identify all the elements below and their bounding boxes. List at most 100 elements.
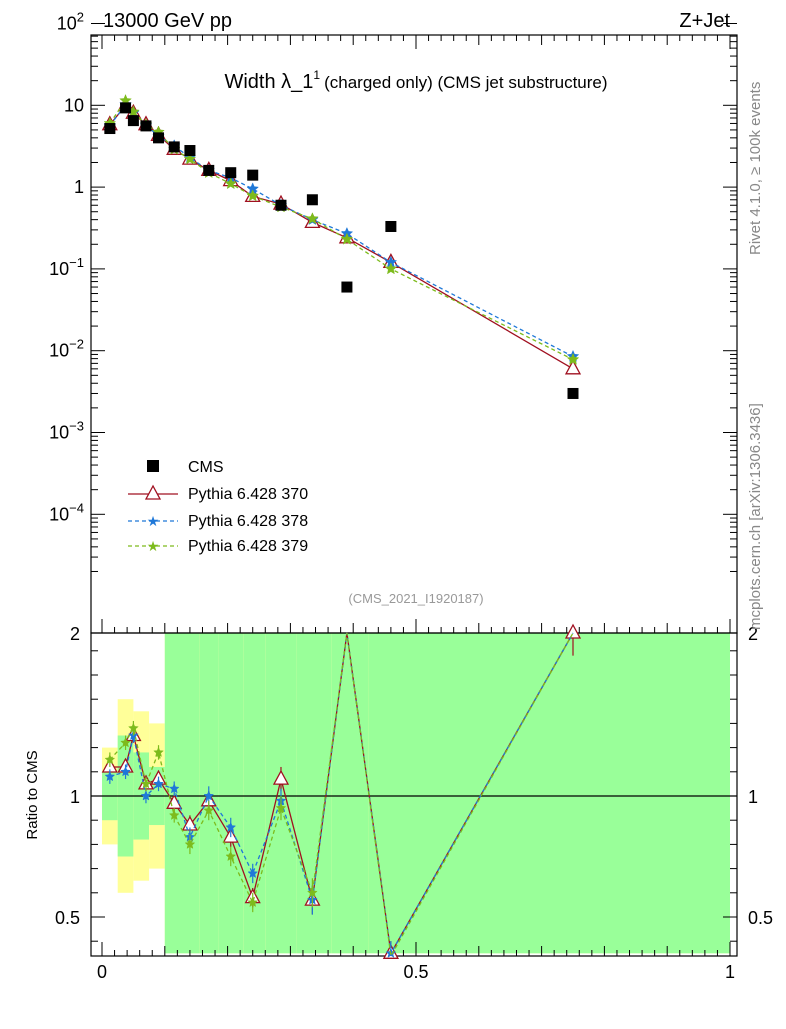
marker-p379 xyxy=(183,152,197,165)
legend-marker-378: ★ xyxy=(147,513,160,529)
ratio-marker-p379 xyxy=(140,778,152,789)
band-inner-bin xyxy=(416,633,730,954)
cms-data-point xyxy=(140,120,152,132)
ratio-marker-p378 xyxy=(153,778,164,789)
legend-marker-cms xyxy=(147,460,159,472)
ratio-marker-p378 xyxy=(120,766,131,777)
tick-exponent: −3 xyxy=(69,419,84,434)
ratio-marker-p378 xyxy=(203,790,215,801)
marker-p379 xyxy=(566,352,580,365)
band-inner-bin xyxy=(243,633,266,954)
ratio-y-tick-label: 1 xyxy=(70,787,80,807)
cms-data-point xyxy=(168,141,180,153)
main-y-tick-label: 1 xyxy=(74,177,84,197)
cms-data-point xyxy=(184,145,196,157)
tick-exponent: −4 xyxy=(69,500,84,515)
main-y-tick-label: 10−3 xyxy=(49,419,84,443)
plot-title: Width λ_11 (charged only) (CMS jet substr… xyxy=(224,68,607,93)
main-y-tick-label: 10−4 xyxy=(49,500,84,524)
ratio-y-tick-label: 0.5 xyxy=(55,908,80,928)
tick-base: 10 xyxy=(57,14,77,34)
band-inner-bin xyxy=(368,633,416,954)
tick-exponent: −2 xyxy=(69,337,84,352)
rivet-label: Rivet 4.1.0, ≥ 100k events xyxy=(747,82,764,255)
cms-data-point xyxy=(104,123,116,135)
main-y-tick-label: 10 xyxy=(64,95,84,115)
title-main: Width λ_1 xyxy=(224,71,313,93)
tick-exponent: −1 xyxy=(69,255,84,270)
band-inner-bin xyxy=(180,633,200,954)
band-inner-bin xyxy=(164,633,181,954)
ratio-marker-p379 xyxy=(104,754,116,765)
cms-data-point xyxy=(247,169,259,181)
marker-p379 xyxy=(340,232,354,245)
ratio-marker-p378 xyxy=(247,867,259,879)
tick-base: 10 xyxy=(49,504,69,524)
band-inner-bin xyxy=(331,633,369,954)
title-sub: (charged only) (CMS jet substructure) xyxy=(324,73,607,92)
ratio-marker-p378 xyxy=(225,821,237,833)
cms-data-point xyxy=(153,132,165,144)
analysis-id: (CMS_2021_I1920187) xyxy=(348,591,483,606)
ratio-marker-p378 xyxy=(104,770,116,782)
process-label: Z+Jet xyxy=(679,10,730,32)
main-y-tick-label: 102 xyxy=(57,10,84,34)
ratio-marker-p378 xyxy=(140,790,152,801)
x-tick-label: 1 xyxy=(725,962,735,982)
ratio-marker-p379 xyxy=(306,887,318,898)
tick-base: 10 xyxy=(49,341,69,361)
marker-p379 xyxy=(384,262,398,275)
legend-label-379: Pythia 6.428 379 xyxy=(188,538,308,555)
ratio-y-tick-label-right: 2 xyxy=(748,624,758,644)
uncertainty-band xyxy=(102,633,730,954)
ratio-frame xyxy=(90,632,738,957)
cms-data-point xyxy=(306,194,318,206)
marker-p379 xyxy=(246,189,260,202)
tick-base: 10 xyxy=(49,423,69,443)
ratio-marker-p379 xyxy=(247,896,259,908)
title-sup: 1 xyxy=(313,68,320,82)
ratio-marker-p379 xyxy=(168,809,180,820)
ratio-marker-p379 xyxy=(203,804,215,816)
cms-data-point xyxy=(567,387,579,399)
ratio-marker-p379 xyxy=(120,737,131,748)
legend-marker-379: ★ xyxy=(147,538,160,554)
x-tick-label: 0.5 xyxy=(403,962,428,982)
cms-data-point xyxy=(120,102,132,114)
ratio-marker-p370 xyxy=(272,769,290,785)
data-series xyxy=(101,93,582,959)
ratio-y-tick-label-right: 1 xyxy=(748,787,758,807)
tick-exponent: 2 xyxy=(77,10,84,25)
marker-p379 xyxy=(306,212,319,225)
cms-data-point xyxy=(225,167,237,179)
ratio-y-tick-label-right: 0.5 xyxy=(748,908,773,928)
mcplots-label: mcplots.cern.ch [arXiv:1306.3436] xyxy=(747,403,764,630)
cms-data-point xyxy=(341,281,353,293)
marker-p379 xyxy=(224,177,238,190)
legend-label-cms: CMS xyxy=(188,459,224,476)
ratio-marker-p370 xyxy=(564,623,582,639)
legend-label-370: Pythia 6.428 370 xyxy=(188,486,308,503)
main-y-tick-label: 10−2 xyxy=(49,337,84,361)
ratio-marker-p379 xyxy=(225,850,237,862)
energy-label: 13000 GeV pp xyxy=(103,10,232,32)
x-tick-label: 0 xyxy=(97,962,107,982)
ratio-marker-p379 xyxy=(184,838,196,849)
tick-base: 10 xyxy=(49,259,69,279)
ratio-marker-p379 xyxy=(127,722,139,733)
ratio-y-tick-label: 2 xyxy=(70,624,80,644)
legend-marker-370 xyxy=(144,484,162,500)
ratio-marker-p378 xyxy=(168,783,180,794)
ratio-marker-p379 xyxy=(275,802,287,813)
cms-data-point xyxy=(385,220,397,232)
cms-data-point xyxy=(127,115,139,127)
cms-data-point xyxy=(275,199,287,211)
marker-p370 xyxy=(564,359,582,375)
main-y-tick-label: 10−1 xyxy=(49,255,84,279)
band-inner-bin xyxy=(218,633,244,954)
legend: CMS Pythia 6.428 370 ★ Pythia 6.428 378 … xyxy=(128,459,308,555)
ratio-marker-p379 xyxy=(153,746,164,758)
ratio-y-axis-label: Ratio to CMS xyxy=(24,750,41,839)
